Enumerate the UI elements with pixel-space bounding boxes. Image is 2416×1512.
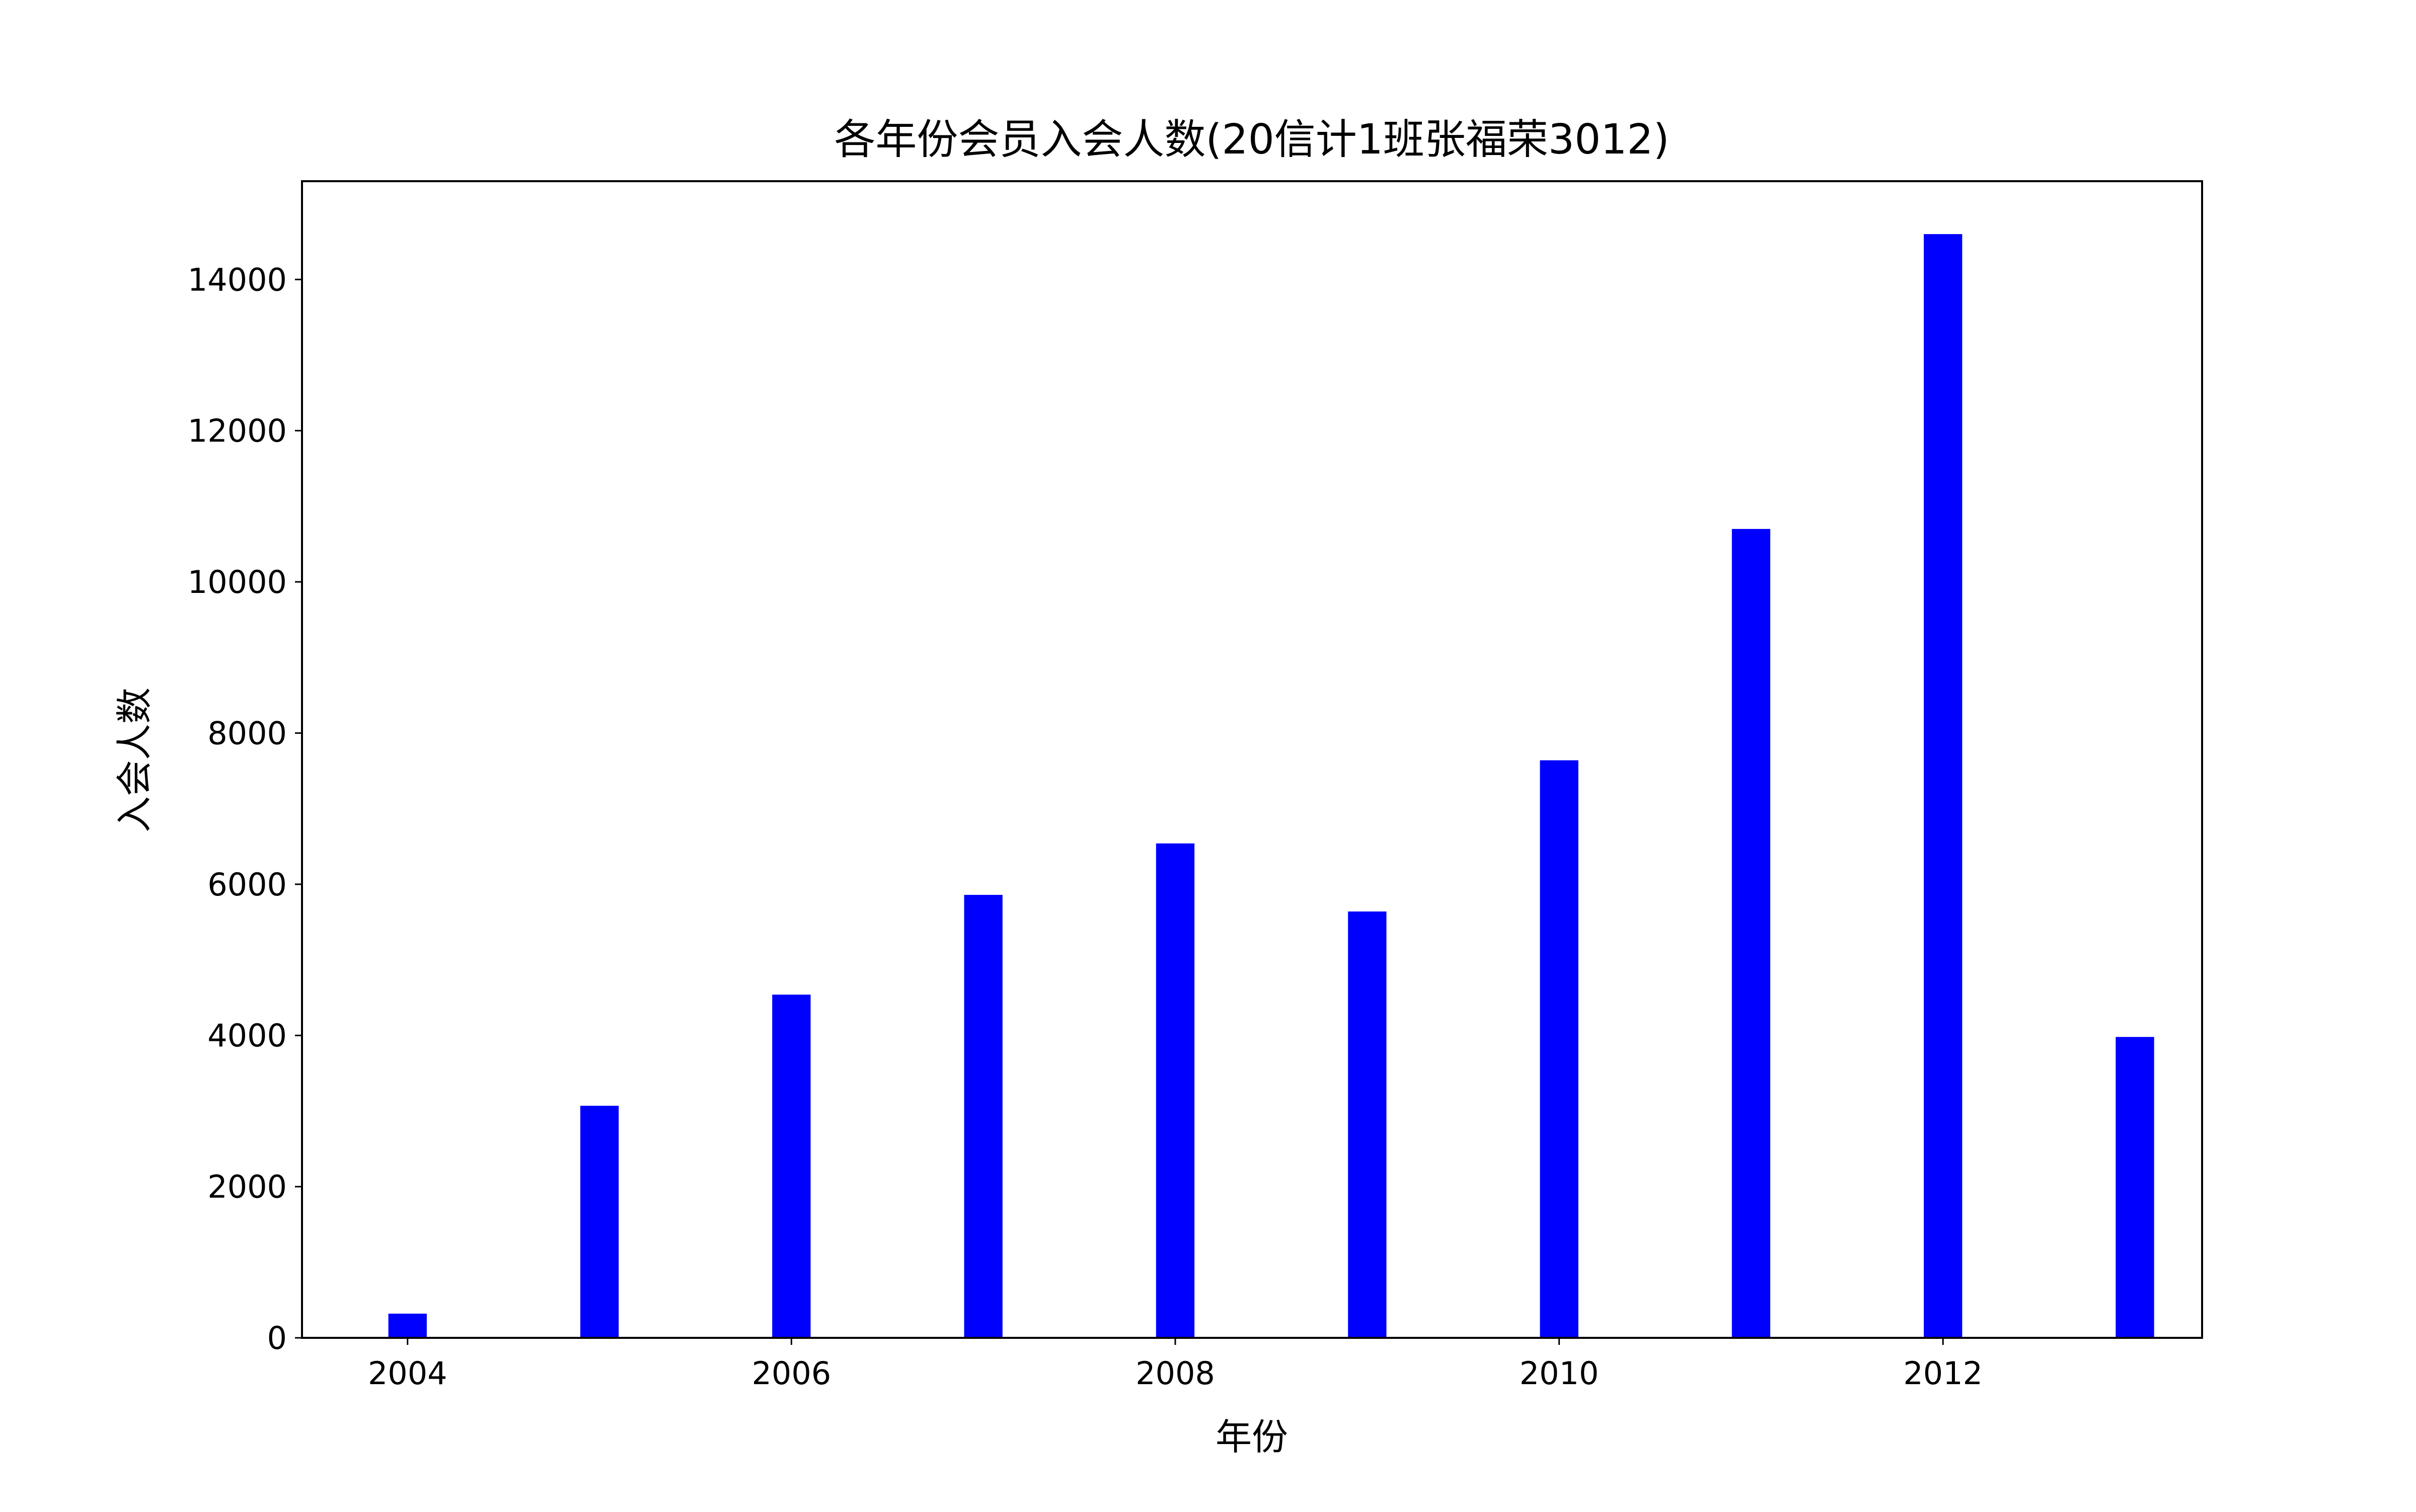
plot-frame: [301, 180, 2203, 1339]
y-tick-label: 14000: [188, 261, 287, 298]
bar-2011: [1731, 528, 1771, 1338]
bar-2004: [388, 1313, 427, 1338]
y-axis-ticks: 0 2000 4000 6000 8000 10000 12000 14000: [188, 261, 302, 1356]
y-tick-label: 10000: [188, 564, 287, 600]
x-tick-label: 2004: [368, 1355, 447, 1392]
bars-group: [388, 234, 2154, 1338]
y-tick-label: 2000: [207, 1169, 287, 1205]
bar-2008: [1156, 843, 1195, 1338]
bar-2009: [1348, 911, 1387, 1338]
chart-title: 各年份会员入会人数(20信计1班张福荣3012): [834, 116, 1669, 164]
x-tick-label: 2008: [1136, 1355, 1215, 1392]
x-axis-label: 年份: [1216, 1416, 1288, 1458]
y-tick-label: 4000: [207, 1017, 287, 1054]
y-tick-label: 6000: [207, 866, 287, 903]
x-axis-ticks: 2004 2006 2008 2010 2012: [368, 1338, 1983, 1392]
y-axis-label: 入会人数: [113, 688, 156, 833]
bar-2012: [1924, 234, 1962, 1338]
y-tick-label: 12000: [188, 413, 287, 449]
bar-2006: [772, 995, 811, 1338]
x-tick-label: 2006: [751, 1355, 831, 1392]
x-tick-label: 2010: [1520, 1355, 1599, 1392]
bar-2013: [2116, 1037, 2154, 1338]
x-tick-label: 2012: [1903, 1355, 1983, 1392]
y-tick-label: 8000: [207, 715, 287, 751]
bar-2010: [1540, 760, 1578, 1338]
bar-2005: [580, 1105, 619, 1338]
bar-2007: [964, 894, 1003, 1338]
y-tick-label: 0: [267, 1320, 287, 1356]
